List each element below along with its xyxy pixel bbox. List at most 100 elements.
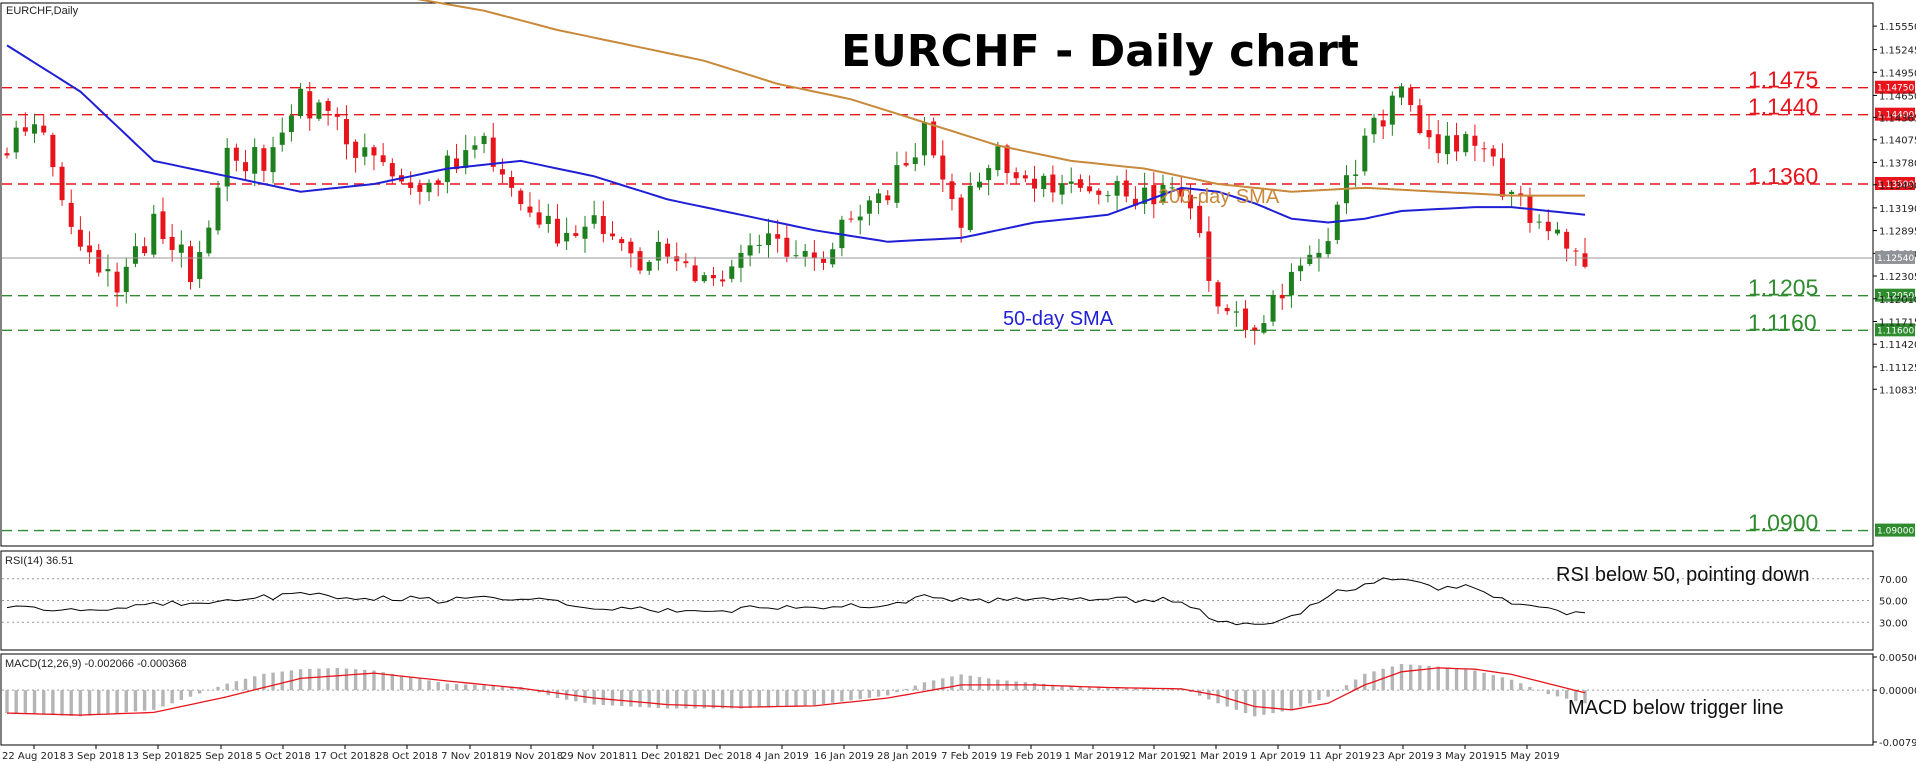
price-tick-label: 1.13780 xyxy=(1879,158,1916,169)
candle-body xyxy=(1279,294,1285,299)
macd-bar xyxy=(500,686,505,691)
macd-bar xyxy=(647,690,651,708)
macd-bar xyxy=(895,690,899,693)
candle-body xyxy=(995,146,1001,171)
candle-body xyxy=(1316,252,1322,258)
macd-bar xyxy=(931,680,936,691)
candle-body xyxy=(252,147,258,174)
candle-body xyxy=(1564,231,1570,249)
macd-bar xyxy=(977,677,982,691)
candle-body xyxy=(802,251,808,257)
current-price-text: 1.12540 xyxy=(1877,254,1914,264)
date-tick-label: 3 May 2019 xyxy=(1436,751,1495,762)
macd-bar xyxy=(106,690,110,714)
candle-body xyxy=(554,218,560,244)
date-tick-label: 5 Oct 2018 xyxy=(255,751,310,762)
macd-bar xyxy=(904,688,908,691)
candle-body xyxy=(1123,180,1129,197)
macd-bar xyxy=(1537,690,1541,691)
macd-bar xyxy=(821,690,826,705)
candle-body xyxy=(1454,135,1460,152)
candle-body xyxy=(1022,175,1028,179)
candle-body xyxy=(720,279,726,282)
macd-bar xyxy=(1473,670,1477,691)
macd-bar xyxy=(418,678,422,691)
macd-bar xyxy=(97,690,101,715)
candle-body xyxy=(77,229,83,247)
candle-body xyxy=(1463,134,1469,153)
candle-body xyxy=(481,135,487,145)
macd-bar xyxy=(1042,683,1046,691)
macd-bar xyxy=(152,690,156,710)
candle-body xyxy=(224,147,230,187)
candle-body xyxy=(1206,231,1212,281)
macd-bar xyxy=(344,668,349,691)
candle-body xyxy=(1114,181,1120,196)
candle-body xyxy=(1307,254,1313,265)
macd-bar xyxy=(253,676,257,691)
macd-bar xyxy=(1161,688,1165,691)
macd-bar xyxy=(702,690,706,709)
level-tag xyxy=(1875,288,1915,302)
macd-bar xyxy=(87,690,92,716)
macd-bar xyxy=(482,685,486,691)
level-tag-text: 1.09000 xyxy=(1877,527,1914,537)
macd-bar xyxy=(1253,690,1257,717)
rsi-panel: 70.00 50.00 30.00 xyxy=(2,575,1908,629)
macd-bar xyxy=(1234,690,1239,710)
macd-bar xyxy=(775,690,780,707)
date-tick-label: 16 Jan 2019 xyxy=(814,751,874,762)
macd-bar xyxy=(656,690,661,709)
macd-bar xyxy=(1445,667,1450,691)
price-tick-label: 1.11420 xyxy=(1879,340,1916,351)
candle-body xyxy=(1573,250,1579,252)
candle-body xyxy=(949,181,955,200)
candle-body xyxy=(417,185,423,192)
level-label: 1.0900 xyxy=(1748,510,1818,536)
macd-bar xyxy=(1289,690,1294,710)
macd-bar xyxy=(1271,690,1275,714)
macd-bar xyxy=(271,672,275,691)
macd-bar xyxy=(1032,682,1037,691)
candle-body xyxy=(4,153,10,156)
sma200-label: 200-day SMA xyxy=(1158,186,1280,208)
candle-body xyxy=(1215,282,1221,307)
candle-body xyxy=(197,252,203,280)
candle-body xyxy=(518,190,524,205)
candle-body xyxy=(775,234,781,239)
macd-bar xyxy=(1207,690,1211,700)
candle-body xyxy=(243,162,249,172)
macd-bar xyxy=(1051,684,1055,691)
candle-body xyxy=(637,251,643,271)
macd-bar xyxy=(1427,665,1431,691)
date-tick-label: 19 Nov 2018 xyxy=(499,751,563,762)
macd-bar xyxy=(308,668,312,691)
macd-bar xyxy=(1262,690,1266,715)
date-tick-label: 19 Feb 2019 xyxy=(1000,751,1062,762)
candle-body xyxy=(50,134,56,168)
macd-bar xyxy=(1418,665,1422,691)
macd-bar xyxy=(1317,690,1321,700)
candle-body xyxy=(1536,221,1542,223)
candle-body xyxy=(1426,130,1432,138)
macd-bar xyxy=(372,670,376,691)
macd-bar xyxy=(1243,690,1248,714)
candle-body xyxy=(1481,148,1487,150)
macd-bar xyxy=(170,690,174,704)
macd-bar xyxy=(326,668,330,691)
date-tick-label: 28 Oct 2018 xyxy=(376,751,438,762)
candle-body xyxy=(1362,135,1368,172)
rsi-panel-frame xyxy=(0,550,1874,651)
macd-bar xyxy=(1381,668,1385,691)
candle-body xyxy=(96,249,102,273)
date-tick-label: 25 Sep 2018 xyxy=(189,751,252,762)
candle-body xyxy=(655,241,661,261)
candle-body xyxy=(1444,135,1450,155)
candle-body xyxy=(1243,308,1249,331)
candle-body xyxy=(151,213,157,255)
candle-body xyxy=(160,211,166,240)
macd-bar xyxy=(1372,671,1376,691)
rsi-tick-label: 70.00 xyxy=(1879,575,1908,586)
macd-bar xyxy=(234,681,239,691)
level-label: 1.1205 xyxy=(1748,275,1818,301)
